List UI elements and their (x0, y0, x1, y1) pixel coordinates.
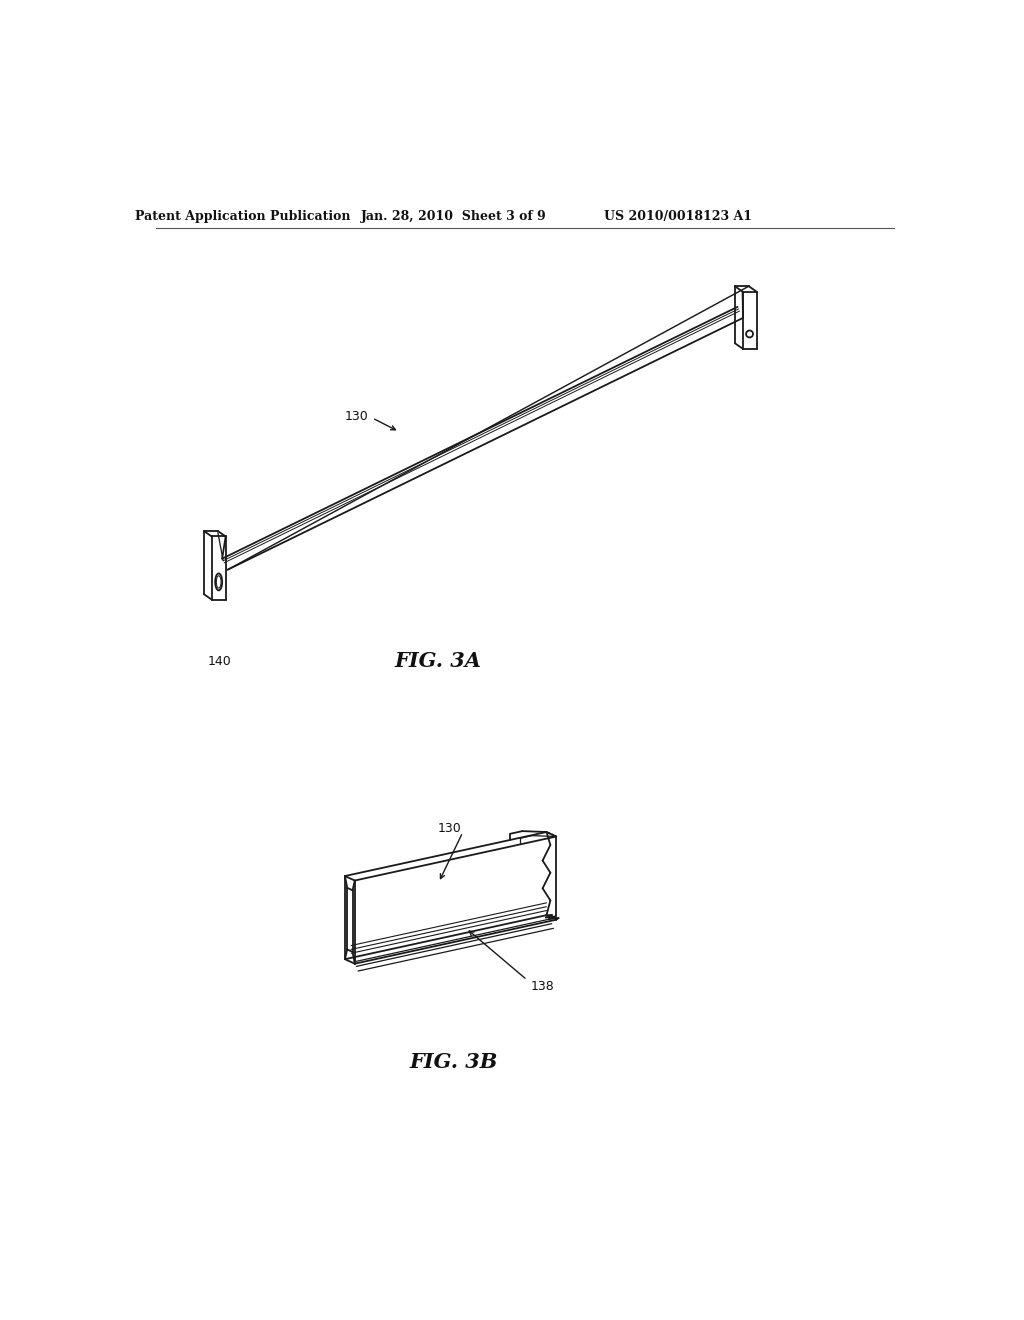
Text: 130: 130 (344, 409, 369, 422)
Text: Jan. 28, 2010  Sheet 3 of 9: Jan. 28, 2010 Sheet 3 of 9 (360, 210, 547, 223)
Text: Patent Application Publication: Patent Application Publication (135, 210, 350, 223)
Text: 140: 140 (208, 655, 231, 668)
Text: 130: 130 (437, 822, 461, 834)
Text: US 2010/0018123 A1: US 2010/0018123 A1 (604, 210, 753, 223)
Text: 138: 138 (531, 979, 555, 993)
Text: FIG. 3B: FIG. 3B (410, 1052, 498, 1072)
Text: FIG. 3A: FIG. 3A (394, 651, 481, 671)
